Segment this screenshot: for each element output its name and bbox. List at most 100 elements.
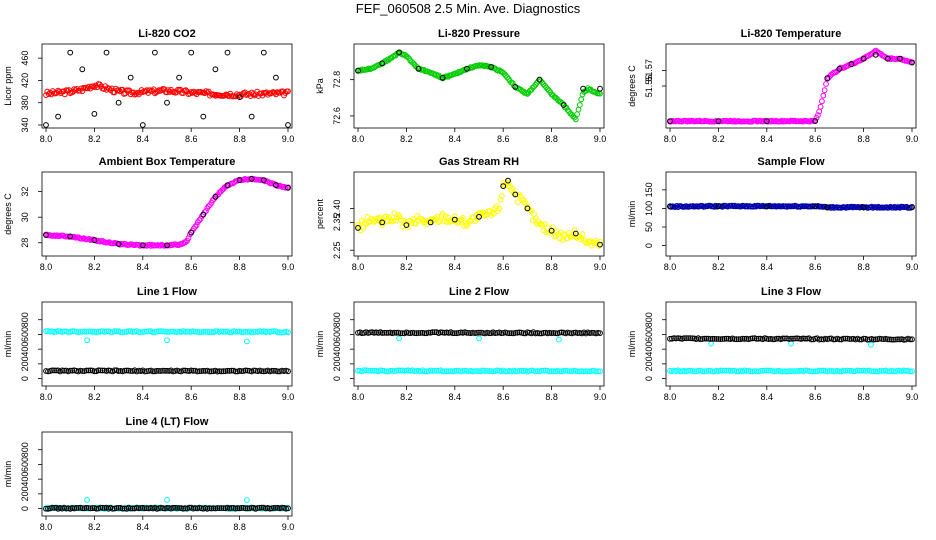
data-point	[715, 203, 722, 210]
y-tick-label: 460	[20, 51, 30, 66]
data-point	[115, 368, 122, 375]
data-series	[708, 340, 874, 348]
data-point	[146, 328, 152, 335]
data-point	[121, 367, 128, 374]
data-point	[67, 49, 74, 56]
data-point	[190, 367, 197, 374]
data-point	[43, 232, 49, 239]
data-point	[717, 336, 724, 343]
data-point	[220, 368, 227, 375]
data-point	[808, 368, 815, 375]
data-point	[152, 49, 158, 56]
data-point	[386, 214, 392, 221]
x-tick-label: 8.2	[400, 262, 413, 272]
data-series	[43, 49, 291, 128]
data-point	[413, 368, 420, 374]
data-point	[516, 329, 523, 336]
data-point	[415, 65, 422, 72]
data-point	[685, 335, 691, 342]
data-point	[271, 367, 277, 374]
data-point	[164, 496, 170, 503]
data-point	[719, 367, 726, 374]
data-point	[552, 330, 559, 337]
data-point	[379, 330, 386, 336]
data-point	[846, 336, 853, 342]
data-point	[893, 336, 899, 343]
data-point	[488, 368, 495, 375]
data-point	[129, 505, 136, 512]
data-point	[571, 227, 578, 233]
data-point	[536, 330, 543, 337]
data-point	[539, 222, 546, 228]
y-tick-label: 2.35	[332, 214, 342, 232]
data-point	[713, 336, 720, 342]
data-point	[216, 368, 223, 375]
data-point	[379, 60, 386, 67]
data-point	[878, 336, 885, 342]
data-point	[786, 118, 793, 125]
data-point	[211, 91, 218, 98]
data-point	[164, 242, 170, 249]
data-point	[75, 329, 82, 336]
x-tick-label: 8.0	[352, 134, 365, 144]
data-point	[560, 367, 567, 374]
data-point	[119, 329, 126, 336]
y-tick-label: 800	[644, 312, 654, 327]
y-axis-label: degrees C	[3, 193, 13, 235]
data-point	[193, 222, 200, 229]
data-point	[711, 203, 718, 210]
data-point	[399, 330, 406, 337]
data-point	[534, 368, 541, 374]
chart-title: Line 4 (LT) Flow	[126, 416, 209, 428]
chart-panel: Line 3 Flow ml/min 8.0 8.2 8.4 8.6 8.8 9.0 0 2004…	[627, 286, 918, 402]
x-tick-label: 8.6	[497, 134, 510, 144]
data-point	[115, 87, 122, 94]
data-point	[719, 336, 726, 342]
data-point	[597, 368, 603, 375]
data-point	[418, 215, 425, 222]
data-point	[186, 504, 193, 511]
data-point	[751, 368, 758, 375]
data-point	[673, 335, 679, 342]
data-point	[365, 219, 372, 226]
data-point	[55, 113, 61, 120]
data-point	[715, 336, 722, 342]
data-point	[387, 367, 394, 374]
data-point	[45, 91, 52, 97]
data-point	[597, 85, 603, 92]
data-point	[480, 330, 486, 336]
data-point	[792, 368, 798, 375]
data-point	[780, 335, 786, 342]
data-point	[504, 330, 511, 336]
y-tick-label: 0	[644, 243, 654, 248]
data-point	[143, 505, 150, 512]
x-tick-label: 8.2	[400, 134, 413, 144]
data-point	[723, 367, 730, 374]
data-point	[488, 64, 495, 70]
data-point	[860, 204, 867, 211]
data-point	[830, 336, 837, 343]
data-point	[411, 330, 418, 337]
x-tick-label: 9.0	[282, 262, 295, 272]
data-point	[580, 85, 586, 92]
data-point	[63, 505, 70, 512]
data-point	[903, 203, 910, 210]
data-point	[812, 203, 819, 210]
chart-panel: Line 4 (LT) Flow ml/min 8.0 8.2 8.4 8.6 8.8 9.0…	[3, 416, 294, 532]
data-point	[425, 329, 432, 336]
data-point	[731, 117, 738, 124]
data-point	[158, 368, 164, 374]
data-point	[403, 367, 410, 374]
data-point	[667, 203, 673, 210]
data-point	[564, 368, 571, 374]
data-point	[806, 118, 813, 125]
data-point	[850, 368, 857, 375]
data-point	[200, 211, 207, 218]
data-point	[581, 368, 587, 375]
data-point	[134, 89, 141, 96]
data-point	[782, 335, 788, 342]
data-point	[484, 368, 491, 374]
data-point	[141, 368, 148, 375]
data-point	[275, 329, 281, 336]
